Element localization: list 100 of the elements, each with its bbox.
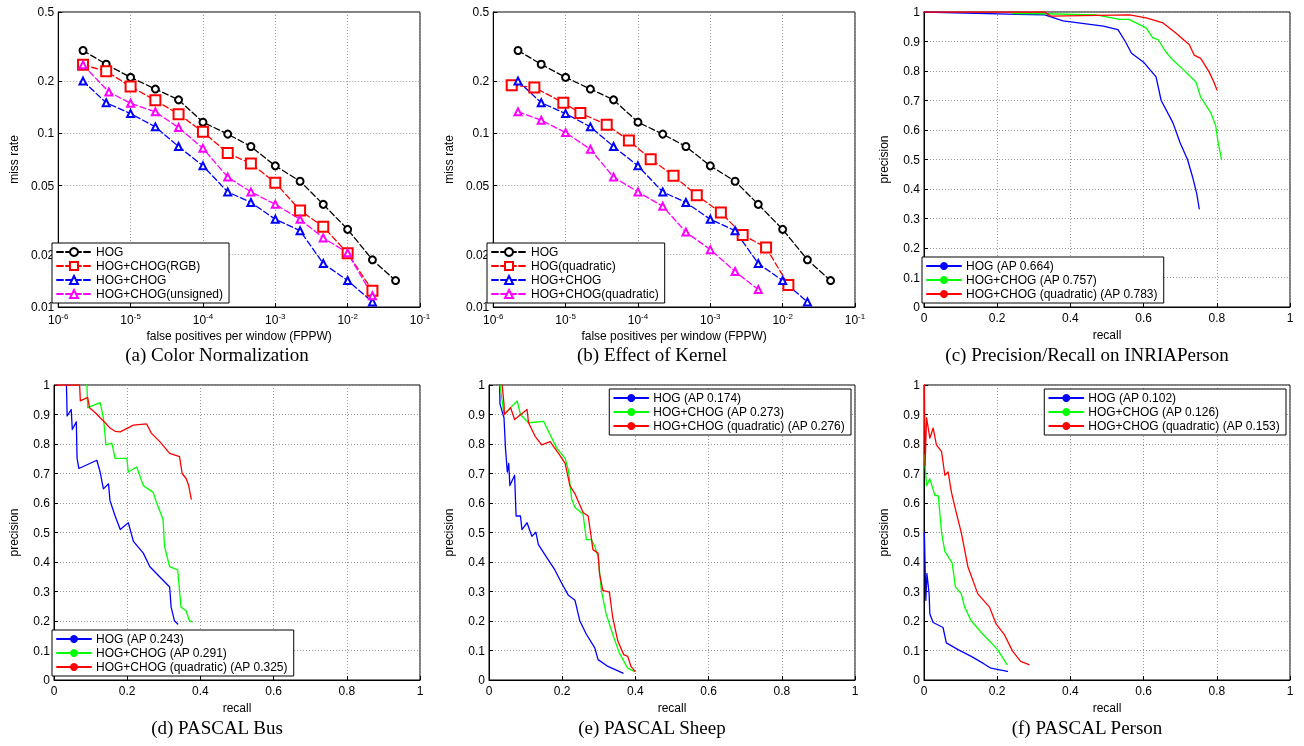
point [681, 142, 691, 152]
point [536, 59, 546, 69]
point [270, 199, 280, 209]
x-tick-label: 0.2 [988, 311, 1006, 325]
y-axis-title: miss rate [7, 134, 21, 184]
y-tick-label: 0.7 [903, 93, 921, 108]
x-axis-title: recall [1092, 328, 1122, 342]
point [609, 172, 619, 182]
point [246, 187, 256, 197]
y-tick-label: 0.3 [468, 584, 486, 599]
x-tick-label: 0.2 [988, 684, 1006, 698]
y-tick-label: 0.9 [33, 407, 51, 422]
point [126, 72, 136, 82]
point [705, 161, 715, 171]
point [802, 297, 812, 307]
y-tick-label: 0.4 [468, 555, 486, 569]
line-series [86, 384, 193, 623]
legend-label: HOG [531, 245, 559, 259]
y-tick-label: 0.4 [33, 555, 51, 569]
text: (d) PASCAL Bus [151, 717, 283, 739]
y-tick-label: 0.2 [903, 614, 921, 628]
y-tick-label: 0.5 [472, 5, 490, 19]
x-tick-label: 0.6 [1135, 311, 1153, 325]
y-tick-label: 0.3 [903, 211, 921, 226]
text: (b) Effect of Kernel [577, 344, 727, 366]
y-tick-label: 0.8 [903, 437, 921, 451]
point [753, 199, 763, 209]
y-tick-label: 0.5 [903, 152, 921, 167]
y-axis-title: precision [7, 508, 21, 557]
line-series [923, 384, 1030, 666]
x-tick-label: 0.4 [1062, 684, 1080, 698]
y-tick-label: 0.8 [468, 437, 486, 451]
point [658, 201, 668, 211]
legend-label: HOG+CHOG (AP 0.291) [96, 646, 227, 660]
point [658, 129, 668, 139]
point [294, 204, 307, 217]
point [223, 187, 233, 197]
y-tick-label: 0.6 [468, 496, 486, 510]
y-tick-label: 0.2 [472, 74, 490, 89]
point [246, 142, 256, 152]
legend-label: HOG+CHOG(quadratic) [531, 287, 659, 301]
y-tick-label: 1 [913, 378, 921, 392]
point [198, 161, 208, 171]
legend-label: HOG (AP 0.664) [966, 259, 1054, 273]
y-tick-label: 0.9 [468, 407, 486, 422]
x-axis-title: false positives per window (FPPW) [146, 329, 332, 344]
legend-label: HOG+CHOG (AP 0.273) [653, 405, 785, 419]
legend-label: HOG (AP 0.102) [1088, 391, 1177, 405]
x-tick-label: 0.2 [553, 684, 571, 698]
y-tick-label: 0.01 [465, 300, 490, 314]
point [295, 176, 305, 186]
point [244, 157, 257, 170]
point [730, 176, 740, 186]
y-tick-label: 0 [43, 673, 51, 687]
legend-label: HOG+CHOG (quadratic) (AP 0.325) [96, 660, 288, 674]
point [633, 117, 643, 127]
y-tick-label: 0.5 [468, 525, 486, 540]
y-tick-label: 0.2 [33, 614, 51, 628]
point [101, 98, 111, 108]
point [536, 98, 546, 108]
legend-label: HOG+CHOG (quadratic) (AP 0.783) [966, 287, 1158, 301]
y-tick-label: 0.3 [33, 584, 51, 599]
y-tick-label: 0.3 [903, 584, 921, 599]
x-tick-label: 1 [851, 684, 859, 698]
point [513, 46, 523, 56]
x-tick-label: 0.8 [1208, 311, 1226, 325]
point [778, 224, 788, 234]
y-tick-label: 0.2 [468, 614, 486, 628]
y-tick-label: 0.2 [903, 241, 921, 255]
point [126, 98, 136, 108]
text: (f) PASCAL Person [1011, 717, 1163, 739]
y-tick-label: 1 [478, 378, 486, 392]
point [681, 227, 691, 237]
point [150, 107, 160, 117]
y-tick-label: 0.7 [33, 466, 51, 481]
point [269, 176, 282, 189]
point [223, 172, 233, 182]
x-tick-label: 0.2 [118, 684, 136, 698]
y-tick-label: 0.05 [30, 178, 55, 193]
y-tick-label: 0.7 [903, 466, 921, 481]
y-tick-label: 0.2 [37, 74, 55, 89]
y-tick-label: 0.5 [33, 525, 51, 540]
point [295, 214, 305, 224]
legend-label: HOG+CHOG [96, 273, 167, 287]
legend-label: HOG (AP 0.174) [653, 391, 742, 405]
y-tick-label: 0.1 [903, 270, 921, 285]
y-tick-label: 0.4 [903, 182, 921, 196]
point [705, 214, 715, 224]
point [198, 117, 208, 127]
x-tick-label: 0.4 [627, 684, 645, 698]
y-tick-label: 0.8 [903, 64, 921, 78]
x-tick-label: 0.6 [1135, 684, 1153, 698]
y-tick-label: 0.6 [903, 123, 921, 137]
x-tick-label: 0.6 [700, 684, 718, 698]
legend-label: HOG+CHOG (AP 0.126) [1088, 405, 1220, 419]
point [585, 84, 595, 94]
line-series [65, 384, 179, 625]
point [198, 143, 208, 153]
point [126, 109, 136, 119]
x-tick-label: 0.4 [1062, 311, 1080, 325]
